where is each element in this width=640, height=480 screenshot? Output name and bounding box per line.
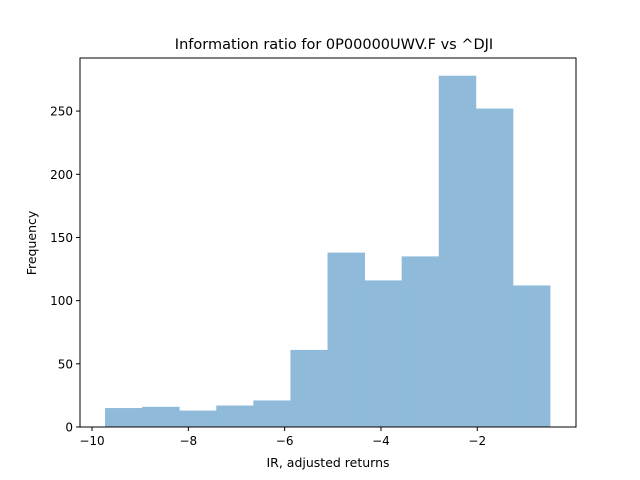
histogram-bar	[290, 349, 328, 427]
histogram-bar	[253, 400, 291, 427]
histogram-bar	[327, 252, 365, 427]
x-tick-label: −10	[79, 434, 104, 448]
chart-title: Information ratio for 0P00000UWV.F vs ^D…	[175, 37, 493, 53]
y-tick-label: 100	[50, 294, 73, 308]
x-tick-label: −8	[179, 434, 197, 448]
bars-group	[105, 75, 551, 428]
y-tick-label: 250	[50, 105, 73, 119]
x-axis-ticks: −10 −8 −6 −4 −2	[79, 427, 486, 448]
x-tick-label: −6	[276, 434, 294, 448]
x-tick-label: −2	[468, 434, 486, 448]
x-axis-label: IR, adjusted returns	[266, 455, 389, 470]
histogram-bar	[401, 256, 440, 427]
histogram-bar	[512, 285, 551, 427]
y-tick-label: 200	[50, 168, 73, 182]
histogram-bar	[364, 280, 403, 427]
y-axis-label: Frequency	[24, 210, 39, 275]
histogram-bar	[142, 406, 180, 427]
histogram-bar	[105, 408, 143, 427]
histogram-bar	[216, 405, 254, 427]
y-tick-label: 0	[65, 421, 73, 435]
histogram-bar	[179, 410, 217, 427]
histogram-bar	[475, 108, 514, 427]
y-tick-label: 150	[50, 231, 73, 245]
y-tick-label: 50	[58, 357, 73, 371]
histogram-bar	[438, 75, 477, 428]
y-axis-ticks: 0 50 100 150 200 250	[50, 105, 80, 435]
plot-frame	[79, 57, 577, 428]
x-tick-label: −4	[372, 434, 390, 448]
